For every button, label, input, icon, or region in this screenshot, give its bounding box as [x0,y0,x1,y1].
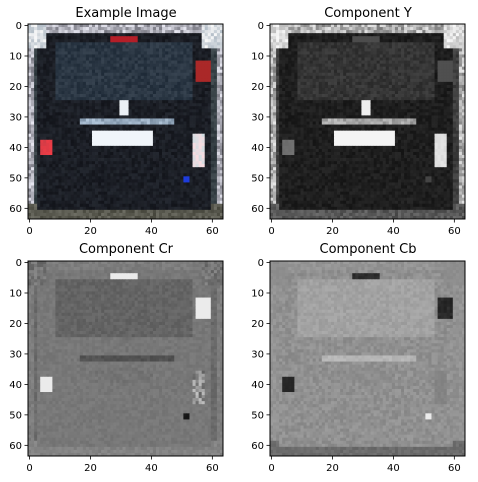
panel-example-image: Example Image 0 10 20 30 40 50 60 0 20 40 60 [9,6,224,237]
y-tick-label: 60 [9,204,22,215]
x-ticks-component-cr: 0 20 40 60 [26,456,219,474]
y-tick-label: 0 [16,258,22,269]
panel-component-cr: Component Cr 0 10 20 30 40 50 60 0 20 40 60 [9,242,224,474]
image-component-cb [270,261,466,457]
x-ticks-component-y: 0 20 40 60 [268,219,461,237]
x-tick-label: 60 [206,463,219,474]
x-tick-label: 0 [268,463,274,474]
y-tick-label: 0 [258,21,264,32]
y-tick-label: 40 [251,380,264,391]
y-tick-label: 20 [9,82,22,93]
y-tick-label: 10 [251,51,264,62]
x-ticks-example: 0 20 40 60 [26,219,219,237]
y-tick-label: 40 [9,143,22,154]
y-tick-label: 50 [9,173,22,184]
y-ticks-component-cr: 0 10 20 30 40 50 60 [9,258,28,452]
image-component-y [270,24,466,220]
axes-frame-component-cb [269,260,466,457]
panel-title-component-y: Component Y [324,6,412,21]
x-tick-label: 20 [326,463,339,474]
x-tick-label: 0 [26,463,32,474]
image-example [28,24,224,220]
y-tick-label: 50 [251,410,264,421]
x-tick-label: 20 [84,463,97,474]
y-tick-label: 20 [251,319,264,330]
image-component-cr [28,261,224,457]
x-tick-label: 40 [145,463,158,474]
x-tick-label: 0 [268,226,274,237]
x-tick-label: 60 [206,226,219,237]
y-tick-label: 60 [251,204,264,215]
panel-title-component-cr: Component Cr [79,242,174,257]
x-tick-label: 0 [26,226,32,237]
x-tick-label: 40 [387,463,400,474]
x-tick-label: 60 [448,463,461,474]
y-tick-label: 10 [9,51,22,62]
y-tick-label: 60 [251,441,264,452]
axes-frame-component-cr [27,260,224,457]
axes-frame-example [27,23,224,220]
y-tick-label: 10 [251,288,264,299]
x-tick-label: 40 [387,226,400,237]
panel-title-component-cb: Component Cb [320,242,417,257]
panel-component-y: Component Y 0 10 20 30 40 50 60 0 20 40 60 [251,6,466,237]
y-tick-label: 20 [251,82,264,93]
x-tick-label: 60 [448,226,461,237]
y-tick-label: 10 [9,288,22,299]
y-ticks-example: 0 10 20 30 40 50 60 [9,21,28,215]
y-tick-label: 30 [251,112,264,123]
axes-frame-component-y [269,23,466,220]
x-ticks-component-cb: 0 20 40 60 [268,456,461,474]
y-tick-label: 30 [9,112,22,123]
y-tick-label: 50 [251,173,264,184]
panel-title-example-image: Example Image [75,6,176,21]
y-ticks-component-cb: 0 10 20 30 40 50 60 [251,258,270,452]
y-tick-label: 20 [9,319,22,330]
y-tick-label: 30 [9,349,22,360]
y-tick-label: 0 [16,21,22,32]
x-tick-label: 20 [84,226,97,237]
y-ticks-component-y: 0 10 20 30 40 50 60 [251,21,270,215]
x-tick-label: 20 [326,226,339,237]
x-tick-label: 40 [145,226,158,237]
y-tick-label: 60 [9,441,22,452]
panel-component-cb: Component Cb 0 10 20 30 40 50 60 0 20 40 60 [251,242,466,474]
y-tick-label: 30 [251,349,264,360]
y-tick-label: 0 [258,258,264,269]
y-tick-label: 40 [9,380,22,391]
y-tick-label: 50 [9,410,22,421]
y-tick-label: 40 [251,143,264,154]
